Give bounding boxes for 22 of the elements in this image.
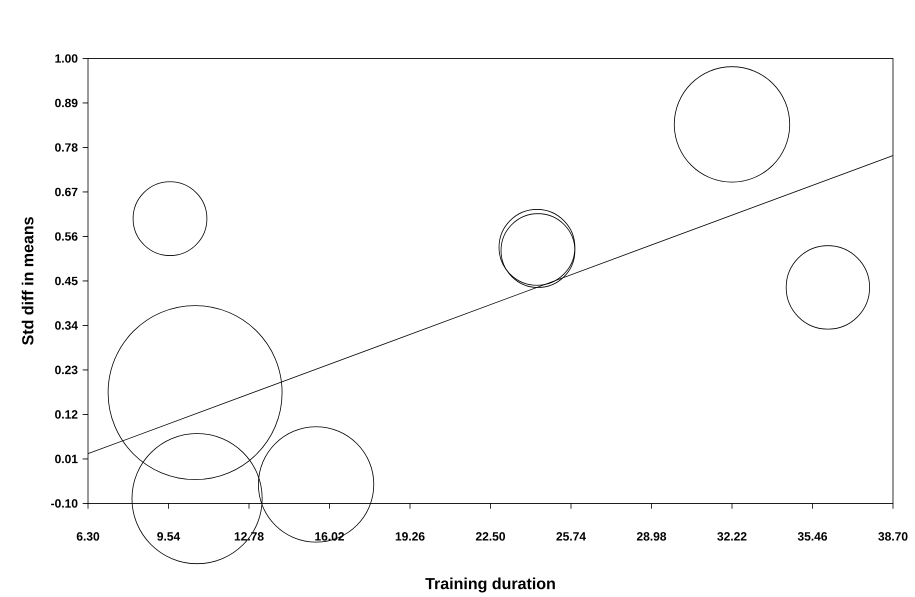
x-tick-label: 38.70 bbox=[878, 532, 908, 541]
x-tick-label: 28.98 bbox=[636, 532, 666, 541]
y-tick-label: -0.10 bbox=[51, 499, 78, 508]
x-tick-label: 19.26 bbox=[396, 532, 425, 541]
x-tick-label: 25.74 bbox=[556, 532, 586, 541]
x-tick-label: 22.50 bbox=[476, 532, 506, 541]
x-tick-label: 6.30 bbox=[76, 532, 100, 541]
y-tick-label: 0.56 bbox=[55, 232, 78, 241]
y-tick-label: 0.12 bbox=[55, 410, 78, 419]
x-tick-label: 9.54 bbox=[157, 532, 180, 541]
y-tick-label: 0.01 bbox=[55, 454, 78, 464]
y-tick-label: 0.34 bbox=[55, 321, 78, 330]
y-tick-label: 0.23 bbox=[55, 366, 78, 374]
x-tick-label: 32.22 bbox=[717, 532, 747, 541]
y-tick-label: 0.89 bbox=[55, 98, 78, 108]
y-tick-label: 1.00 bbox=[55, 54, 78, 63]
y-axis-title: Std diff in means bbox=[22, 217, 34, 345]
y-tick-label: 0.67 bbox=[55, 188, 78, 196]
x-tick-label: 35.46 bbox=[798, 532, 828, 541]
y-tick-label: 0.78 bbox=[55, 143, 78, 152]
y-tick-label: 0.45 bbox=[55, 276, 78, 286]
x-axis-title: Training duration bbox=[425, 578, 555, 593]
